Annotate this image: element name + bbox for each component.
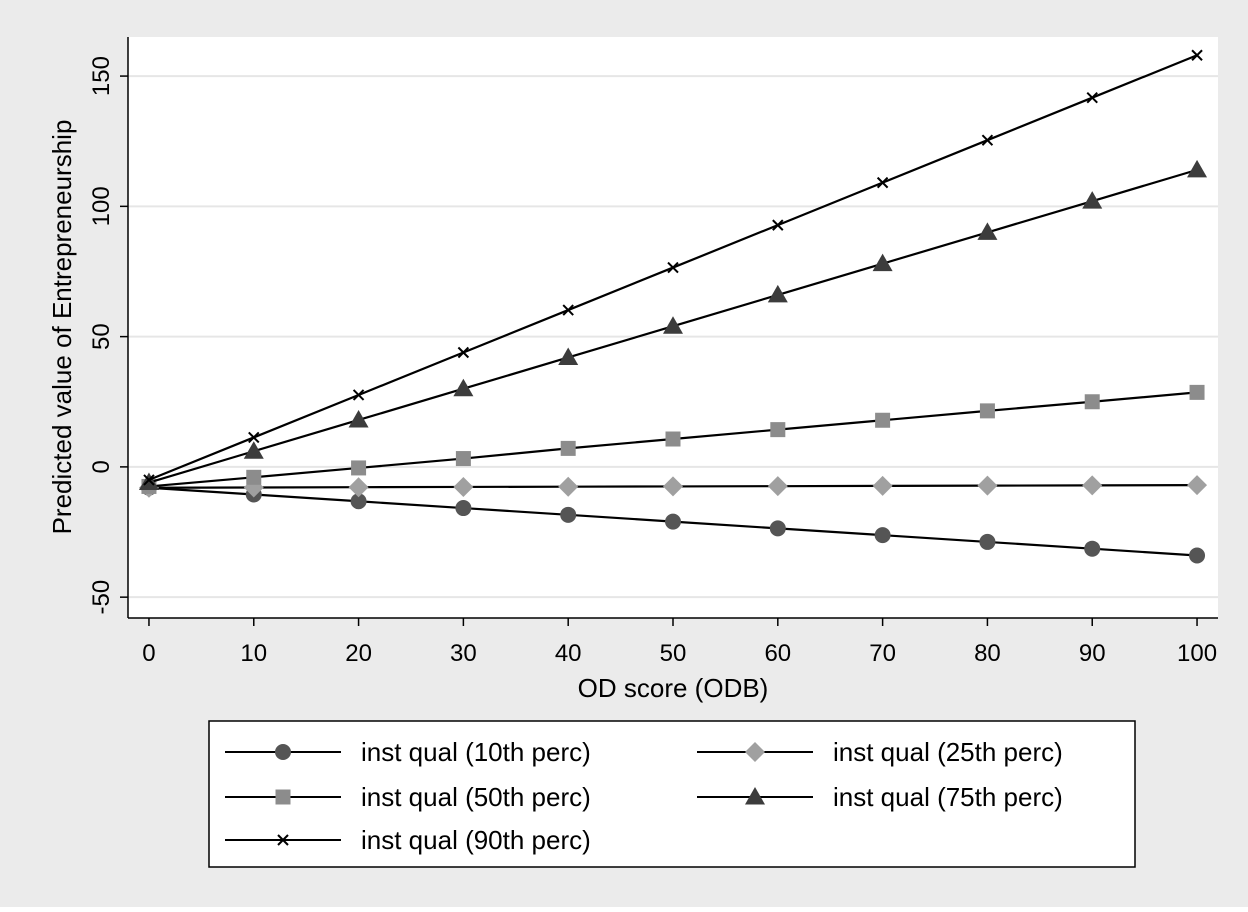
data-point bbox=[352, 389, 365, 401]
legend: inst qual (10th perc) inst qual (25th per… bbox=[208, 720, 1136, 868]
x-tick-label: 60 bbox=[764, 640, 791, 667]
data-point bbox=[665, 513, 681, 530]
data-point bbox=[767, 284, 788, 303]
data-point bbox=[663, 476, 683, 497]
data-point bbox=[455, 451, 471, 467]
series-3 bbox=[141, 384, 1205, 494]
legend-entry: inst qual (10th perc) bbox=[225, 737, 591, 767]
data-point bbox=[1187, 159, 1208, 178]
data-point bbox=[350, 493, 367, 510]
legend-entry: inst qual (50th perc) bbox=[225, 782, 591, 812]
legend-entry: inst qual (25th perc) bbox=[697, 737, 1063, 767]
legend-marker bbox=[277, 834, 289, 846]
data-point bbox=[977, 475, 998, 496]
data-point bbox=[1187, 475, 1208, 496]
x-tick-label: 80 bbox=[974, 640, 1001, 667]
series-4 bbox=[138, 159, 1208, 491]
data-point bbox=[348, 409, 369, 428]
data-point bbox=[1086, 91, 1098, 104]
data-point bbox=[770, 422, 786, 438]
data-point bbox=[562, 304, 574, 316]
x-tick-label: 10 bbox=[240, 640, 267, 667]
legend-label: inst qual (75th perc) bbox=[833, 782, 1063, 812]
data-point bbox=[767, 476, 788, 497]
data-point bbox=[1082, 191, 1103, 209]
axes: -50 0 50 100 150 0 10 20 30 40 50 60 70 80 90 100 bbox=[88, 37, 1218, 667]
series-layer bbox=[138, 49, 1208, 564]
x-tick-label: 40 bbox=[555, 640, 582, 667]
legend-items: inst qual (10th perc) inst qual (25th per… bbox=[225, 737, 1063, 855]
legend-label: inst qual (10th perc) bbox=[361, 737, 591, 767]
data-point bbox=[1189, 384, 1205, 400]
data-point bbox=[872, 475, 893, 496]
gridlines bbox=[128, 75, 1218, 599]
x-tick-label: 20 bbox=[345, 640, 372, 667]
data-point bbox=[875, 412, 891, 428]
legend-label: inst qual (90th perc) bbox=[361, 825, 591, 855]
legend-label: inst qual (50th perc) bbox=[361, 782, 591, 812]
data-point bbox=[243, 441, 264, 459]
data-point bbox=[979, 533, 996, 550]
y-axis-label: Predicted value of Entrepreneurship bbox=[47, 120, 77, 535]
data-point bbox=[246, 469, 262, 485]
data-point bbox=[348, 477, 369, 498]
legend-marker bbox=[275, 744, 291, 760]
x-tick-label: 90 bbox=[1079, 640, 1106, 667]
data-point bbox=[1191, 49, 1203, 61]
data-point bbox=[981, 134, 994, 146]
legend-marker bbox=[745, 787, 765, 805]
y-tick-label: 100 bbox=[88, 186, 115, 226]
data-point bbox=[769, 520, 786, 537]
data-point bbox=[1189, 547, 1206, 564]
data-point bbox=[457, 346, 470, 359]
legend-marker bbox=[275, 789, 291, 805]
data-point bbox=[143, 474, 155, 486]
data-point bbox=[248, 431, 260, 444]
data-point bbox=[979, 403, 995, 419]
x-tick-label: 30 bbox=[450, 640, 477, 667]
data-point bbox=[977, 222, 998, 240]
legend-label: inst qual (25th perc) bbox=[833, 737, 1063, 767]
legend-marker bbox=[745, 742, 765, 762]
legend-entry: inst qual (75th perc) bbox=[697, 782, 1063, 812]
data-point bbox=[872, 253, 893, 272]
data-point bbox=[560, 506, 577, 523]
data-point bbox=[1082, 475, 1103, 496]
data-point bbox=[453, 476, 474, 497]
legend-box bbox=[208, 720, 1136, 868]
data-point bbox=[665, 431, 681, 447]
x-tick-label: 100 bbox=[1177, 640, 1217, 667]
data-point bbox=[558, 347, 579, 365]
data-point bbox=[455, 500, 472, 517]
data-point bbox=[772, 219, 784, 231]
data-point bbox=[453, 378, 474, 397]
y-tick-label: 150 bbox=[88, 56, 115, 96]
y-tick-label: 50 bbox=[88, 323, 115, 350]
data-point bbox=[874, 527, 891, 544]
data-point bbox=[1084, 394, 1100, 410]
data-point bbox=[876, 176, 889, 189]
y-tick-label: 0 bbox=[88, 460, 115, 473]
legend-entry: inst qual (90th perc) bbox=[225, 825, 591, 855]
data-point bbox=[1084, 540, 1101, 557]
x-tick-label: 50 bbox=[660, 640, 687, 667]
series-5 bbox=[143, 49, 1203, 486]
data-point bbox=[560, 440, 576, 456]
data-point bbox=[663, 316, 683, 334]
data-point bbox=[558, 476, 579, 497]
x-tick-label: 0 bbox=[142, 640, 155, 667]
data-point bbox=[667, 261, 679, 274]
x-axis-label: OD score (ODB) bbox=[578, 673, 769, 703]
x-tick-label: 70 bbox=[869, 640, 896, 667]
data-point bbox=[351, 460, 367, 476]
y-tick-label: -50 bbox=[88, 580, 115, 615]
